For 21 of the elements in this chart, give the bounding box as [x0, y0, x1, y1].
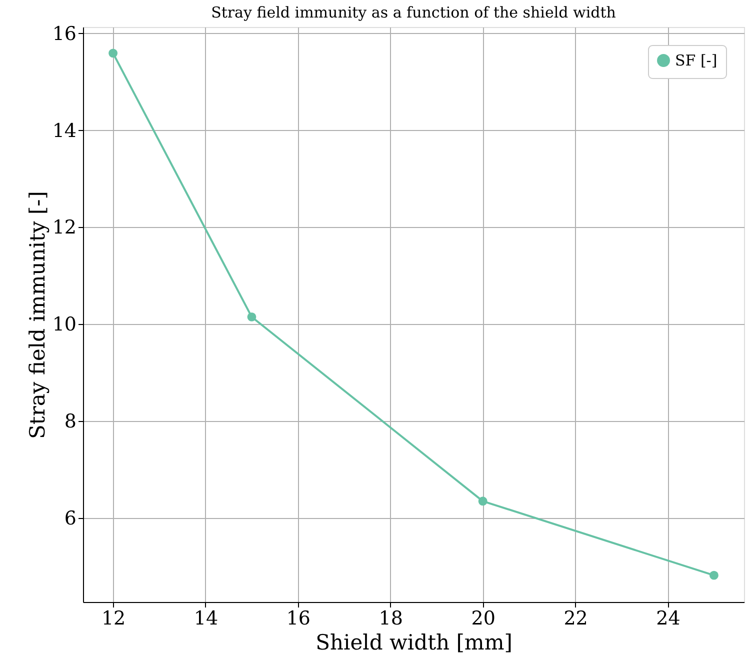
x-tick-label: 20 — [471, 608, 496, 630]
y-axis-title: Stray field immunity [-] — [25, 191, 50, 439]
legend-label: SF [-] — [675, 52, 718, 70]
point — [709, 570, 718, 580]
y-tick-label: 8 — [64, 410, 76, 433]
y-tick-label: 14 — [52, 120, 76, 142]
x-tick-label: 18 — [378, 608, 403, 630]
x-axis-title: Shield width [mm] — [316, 630, 512, 654]
y-tick-label: 16 — [52, 22, 76, 45]
y-tick-label: 10 — [52, 314, 76, 336]
point — [247, 312, 256, 322]
x-tick-label: 24 — [656, 608, 680, 630]
x-tick-label: 12 — [101, 608, 126, 630]
point — [108, 48, 118, 58]
chart-title: Stray field immunity as a function of the shield width — [211, 3, 616, 22]
y-tick-label: 6 — [64, 508, 76, 530]
point — [478, 496, 488, 506]
x-tick-label: 14 — [194, 608, 218, 630]
x-tick-label: 16 — [286, 608, 311, 630]
x-tick-label: 22 — [564, 608, 588, 630]
y-tick-label: 12 — [52, 216, 76, 239]
